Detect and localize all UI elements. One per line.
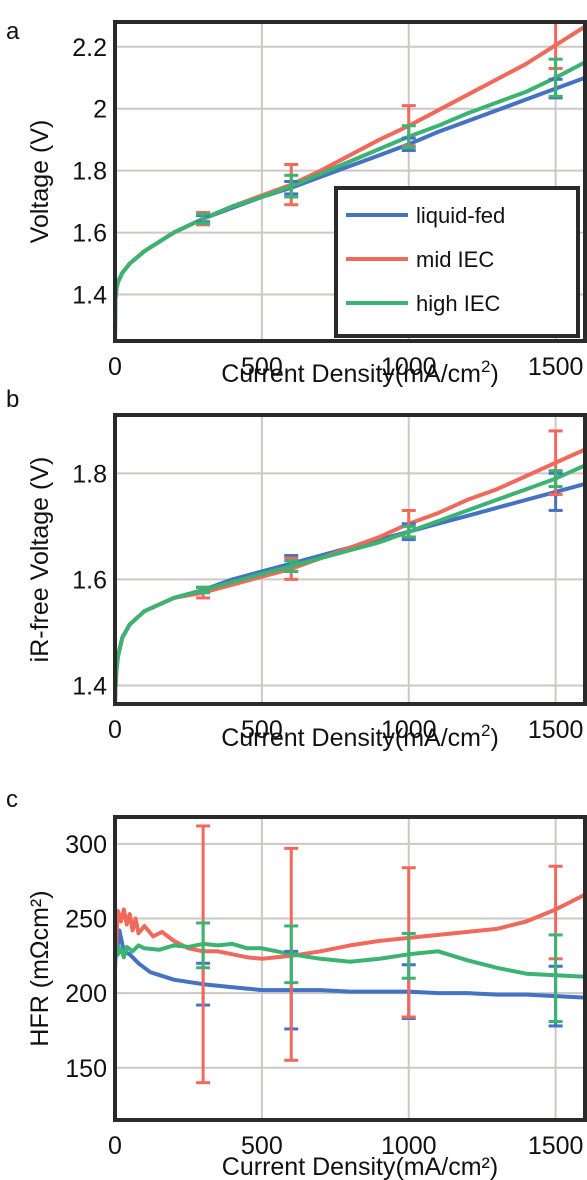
plot-frame <box>113 815 587 1122</box>
x-tick-label: 0 <box>108 353 122 381</box>
error-bar-high-IEC <box>548 469 563 489</box>
y-tick-label: 250 <box>65 905 107 933</box>
y-tick-label: 300 <box>65 831 107 859</box>
series-line-high-IEC <box>115 941 585 979</box>
error-bar-high-IEC <box>196 585 211 595</box>
panel-b-ir-free-voltage-chart: b 0 500 1000 1500 1.4 1.6 1.8 Current Density(mA… <box>6 386 587 752</box>
y-tick-label: 1.6 <box>72 566 107 594</box>
y-tick-label: 2.2 <box>72 34 107 62</box>
legend-label: mid IEC <box>416 247 494 272</box>
y-axis-label: Voltage (V) <box>26 120 54 244</box>
series-line-high-IEC <box>115 60 585 341</box>
panel-a-voltage-chart: a 0 500 1000 1500 1.4 1.6 1.8 2 2.2 Current Densit… <box>6 18 587 388</box>
error-bar-high-IEC <box>284 173 299 199</box>
plot-area <box>115 415 585 704</box>
y-tick-label: 1.4 <box>72 282 107 310</box>
x-tick-label: 500 <box>241 716 283 744</box>
y-tick-label: 2 <box>93 96 107 124</box>
series-line-mid-IEC <box>115 892 585 971</box>
series-group <box>115 824 585 1085</box>
y-axis-label: iR-free Voltage (V) <box>26 457 54 663</box>
x-tick-label: 0 <box>108 1132 122 1160</box>
error-bar-high-IEC <box>401 124 416 149</box>
y-tick-label: 1.4 <box>72 672 107 700</box>
error-bar-high-IEC <box>401 524 416 539</box>
x-tick-label: 1000 <box>381 353 437 381</box>
plot-frame <box>113 413 587 706</box>
y-tick-label: 200 <box>65 980 107 1008</box>
x-tick-label: 1500 <box>528 1132 584 1160</box>
error-bar-high-IEC <box>401 931 416 980</box>
error-bar-high-IEC <box>548 933 563 1023</box>
y-tick-label: 1.8 <box>72 158 107 186</box>
plot-area <box>115 817 585 1120</box>
panel-letter: a <box>6 18 20 45</box>
legend: liquid-fed mid IEC high IEC <box>334 186 580 338</box>
x-tick-label: 1000 <box>381 716 437 744</box>
error-bar-high-IEC <box>548 57 563 98</box>
error-bar-high-IEC <box>284 559 299 573</box>
series-group <box>115 20 585 341</box>
legend-label: high IEC <box>416 291 500 316</box>
series-line-high-IEC <box>115 463 585 704</box>
error-bar-high-IEC <box>196 921 211 970</box>
panel-letter: c <box>6 786 18 813</box>
x-tick-label: 1000 <box>381 1132 437 1160</box>
x-tick-label: 500 <box>241 353 283 381</box>
x-axis-label: Current Density(mA/cm2) <box>221 721 499 752</box>
y-axis-label: HFR (mΩcm²) <box>26 890 54 1046</box>
x-axis-label: Current Density(mA/cm²) <box>222 1153 498 1180</box>
series-group <box>115 429 585 704</box>
error-bar-high-IEC <box>284 924 299 985</box>
error-bar-high-IEC <box>196 212 211 225</box>
x-tick-label: 1500 <box>528 716 584 744</box>
panel-letter: b <box>6 386 19 413</box>
legend-label: liquid-fed <box>416 203 505 228</box>
plot-frame <box>113 20 587 343</box>
y-tick-label: 150 <box>65 1055 107 1083</box>
y-tick-label: 1.6 <box>72 220 107 248</box>
x-tick-label: 1500 <box>528 353 584 381</box>
panel-c-hfr-chart: c 0 500 1000 1500 150 200 250 300 Current Density… <box>6 786 587 1180</box>
x-tick-label: 500 <box>241 1132 283 1160</box>
x-axis-label: Current Density(mA/cm2) <box>221 357 499 388</box>
y-tick-label: 1.8 <box>72 460 107 488</box>
legend-box <box>334 186 580 338</box>
x-tick-label: 0 <box>108 716 122 744</box>
